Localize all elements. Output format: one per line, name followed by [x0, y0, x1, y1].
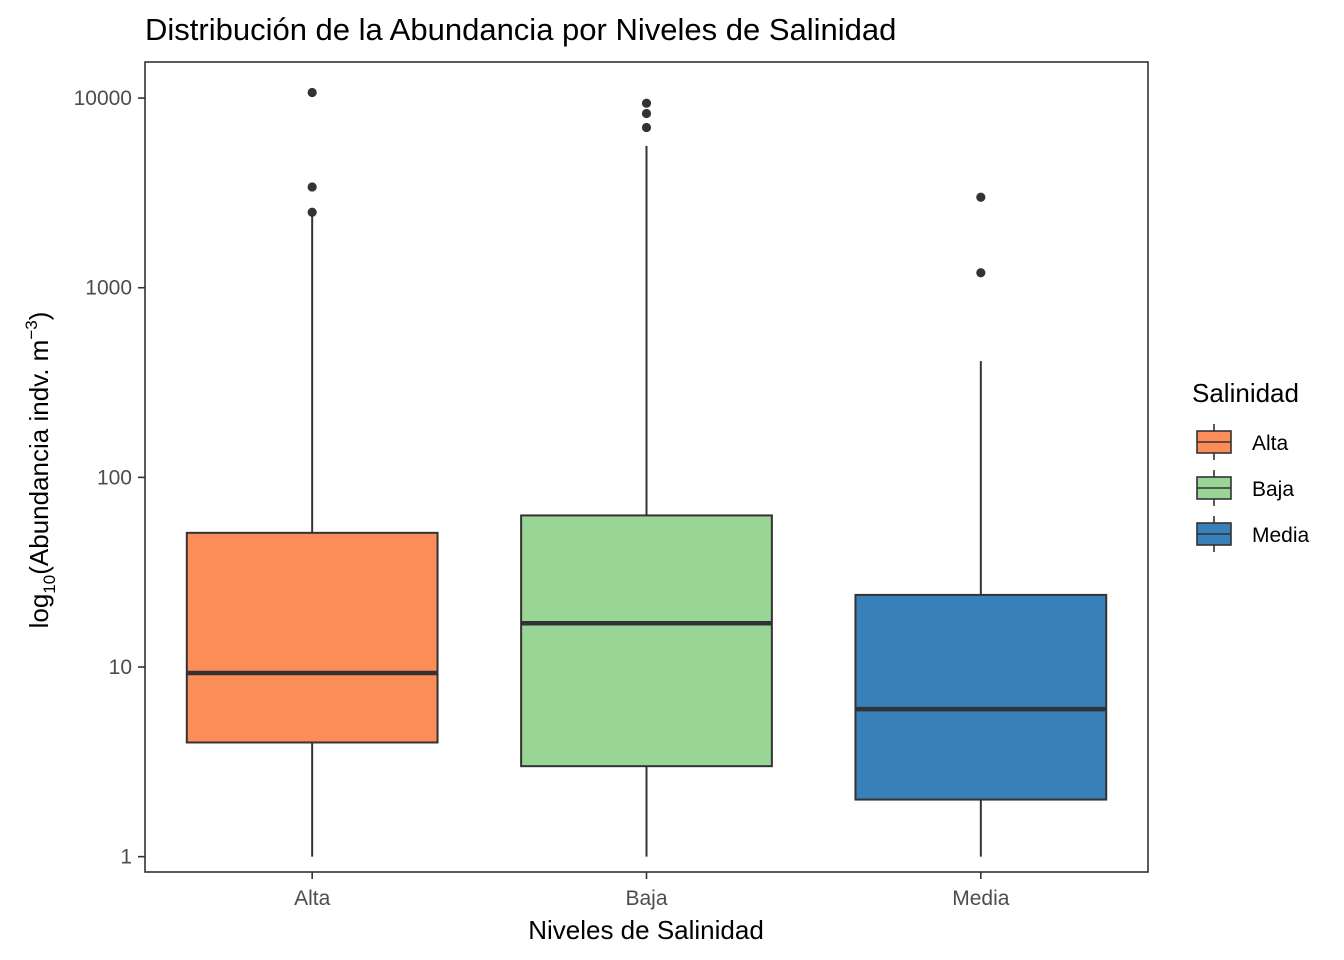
boxes-layer — [185, 87, 1108, 857]
y-tick-label: 10000 — [74, 87, 132, 110]
legend-label: Alta — [1252, 432, 1289, 455]
legend-title: Salinidad — [1192, 378, 1299, 408]
box-media — [854, 593, 1108, 801]
box-baja — [520, 514, 773, 768]
outlier-point-media — [976, 268, 986, 278]
outlier-point-media — [976, 192, 986, 202]
x-tick-label: Media — [952, 887, 1010, 910]
legend: Salinidad Alta Baja Media — [1192, 378, 1310, 552]
y-axis-title-prefix: log — [24, 594, 54, 629]
x-axis: Alta Baja Media — [294, 872, 1010, 910]
box-alta — [185, 531, 439, 744]
y-axis-title-subscript: 10 — [40, 575, 59, 594]
y-tick-label: 100 — [97, 466, 132, 489]
y-tick-label: 1000 — [85, 277, 132, 300]
outlier-point-alta — [307, 207, 317, 217]
outlier-point-baja — [641, 122, 652, 133]
x-tick-label: Baja — [625, 887, 667, 910]
x-tick-label: Alta — [294, 887, 331, 910]
outlier-point-baja — [641, 98, 652, 108]
y-tick-label: 10 — [109, 656, 132, 679]
outlier-point-baja — [641, 108, 652, 119]
outlier-point-alta — [307, 87, 317, 98]
y-axis-title: log10(Abundancia indv. m−3) — [22, 312, 59, 629]
y-tick-label: 1 — [120, 846, 132, 869]
y-axis-title-suffix: ) — [24, 312, 54, 321]
y-axis: 1 10 100 1000 10000 — [74, 87, 145, 869]
y-axis-title-superscript: −3 — [22, 320, 41, 339]
outlier-point-alta — [307, 182, 317, 192]
legend-label: Baja — [1252, 478, 1294, 501]
legend-label: Media — [1252, 524, 1310, 547]
y-axis-title-text: (Abundancia indv. m — [24, 340, 54, 575]
chart-title: Distribución de la Abundancia por Nivele… — [145, 12, 896, 47]
x-axis-title: Niveles de Salinidad — [528, 915, 764, 945]
